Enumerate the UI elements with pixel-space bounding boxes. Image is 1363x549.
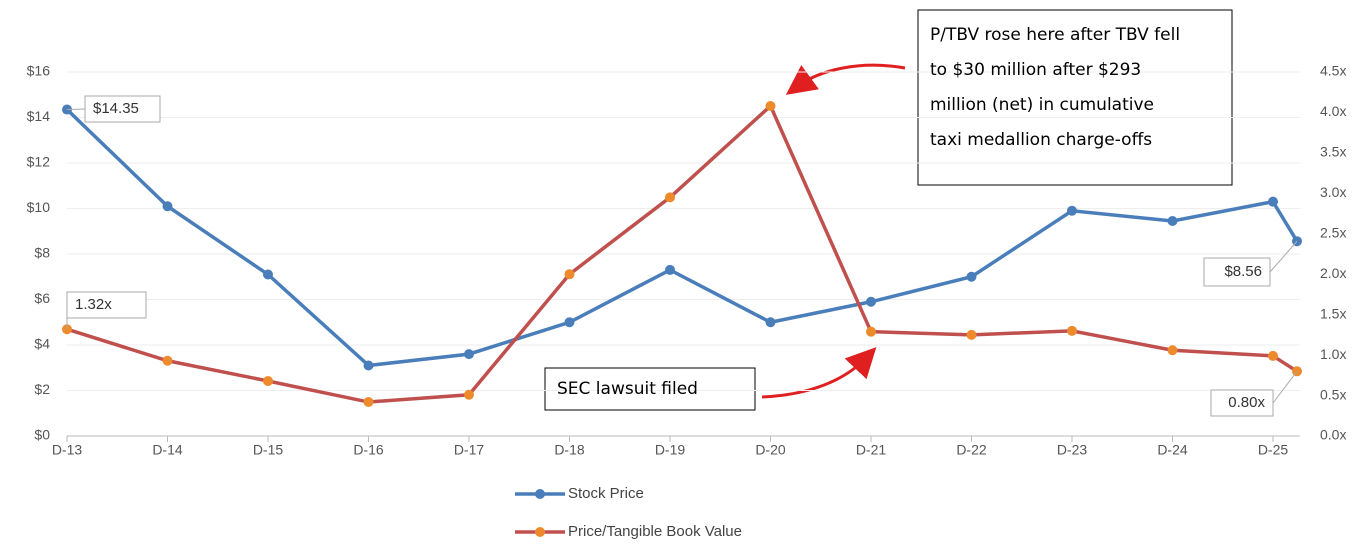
annotation-text: to $30 million after $293 <box>930 60 1141 80</box>
annotation-arrow <box>785 63 906 95</box>
value-label: 1.32x <box>75 296 112 313</box>
y2-tick-label: 0.0x <box>1320 427 1346 443</box>
y-tick-label: $6 <box>34 290 50 306</box>
y-tick-label: $14 <box>27 108 51 124</box>
x-tick-label: D-18 <box>554 442 585 458</box>
y-tick-label: $2 <box>34 381 50 397</box>
x-tick-label: D-21 <box>856 442 887 458</box>
y2-tick-label: 4.0x <box>1320 103 1346 119</box>
point <box>162 201 173 212</box>
point <box>564 269 575 280</box>
annotation-box <box>917 9 1233 186</box>
point <box>1167 216 1178 227</box>
annotation-text: SEC lawsuit filed <box>557 379 698 399</box>
legend-marker <box>535 527 545 537</box>
x-tick-label: D-23 <box>1057 442 1088 458</box>
point <box>263 375 273 386</box>
y2-tick-label: 0.5x <box>1320 386 1346 402</box>
x-tick-label: D-22 <box>956 442 987 458</box>
legend-label: Stock Price <box>568 485 644 502</box>
value-label-box <box>1203 257 1271 287</box>
point <box>966 271 977 282</box>
y2-tick-label: 2.0x <box>1320 265 1346 281</box>
point <box>564 317 575 328</box>
point <box>1268 196 1278 207</box>
point <box>464 389 474 400</box>
value-label-box <box>84 95 161 123</box>
y-tick-label: $8 <box>34 245 50 261</box>
point <box>363 397 374 408</box>
x-tick-label: D-19 <box>655 442 686 458</box>
point <box>1268 350 1278 361</box>
y-tick-label: $0 <box>34 427 50 443</box>
point <box>263 269 273 280</box>
point <box>866 296 876 307</box>
annotation-text: million (net) in cumulative <box>930 95 1154 115</box>
y-tick-label: $12 <box>27 154 51 170</box>
point <box>162 355 173 366</box>
point <box>1067 205 1077 216</box>
point <box>765 317 776 328</box>
x-tick-label: D-20 <box>755 442 786 458</box>
value-label-leader <box>66 108 86 111</box>
y2-tick-label: 1.5x <box>1320 305 1346 321</box>
value-label-box <box>66 291 147 319</box>
point <box>866 326 876 337</box>
series-line <box>66 103 1298 404</box>
legend-marker <box>535 489 545 499</box>
y2-tick-label: 4.5x <box>1320 63 1346 79</box>
y-tick-label: $16 <box>27 63 51 79</box>
value-label: 0.80x <box>1228 394 1265 411</box>
x-tick-label: D-25 <box>1258 442 1289 458</box>
x-tick-label: D-17 <box>454 442 485 458</box>
point <box>765 100 776 111</box>
point <box>363 360 374 371</box>
value-label: $14.35 <box>93 100 139 117</box>
point <box>665 264 675 275</box>
point <box>665 192 675 203</box>
annotation-text: taxi medallion charge-offs <box>930 130 1152 150</box>
series-line <box>65 108 1299 368</box>
legend-label: Price/Tangible Book Value <box>568 523 742 540</box>
x-tick-label: D-14 <box>152 442 183 458</box>
y-tick-label: $10 <box>27 199 51 215</box>
point <box>1067 325 1077 336</box>
x-tick-label: D-16 <box>353 442 384 458</box>
x-tick-label: D-24 <box>1157 442 1188 458</box>
x-tick-label: D-13 <box>52 442 83 458</box>
y2-tick-label: 3.5x <box>1320 144 1346 160</box>
annotation-text: P/TBV rose here after TBV fell <box>930 25 1180 45</box>
y-tick-label: $4 <box>34 336 50 352</box>
y2-tick-label: 3.0x <box>1320 184 1346 200</box>
value-label: $8.56 <box>1224 263 1262 280</box>
value-label-leader <box>1269 240 1298 273</box>
point <box>464 349 474 360</box>
annotation-box <box>544 367 756 411</box>
x-tick-label: D-15 <box>253 442 284 458</box>
value-label-box <box>1210 389 1274 417</box>
y2-tick-label: 2.5x <box>1320 224 1346 240</box>
point <box>966 329 977 340</box>
annotation-arrow <box>761 347 877 399</box>
value-label-leader <box>1272 370 1298 404</box>
point <box>1167 345 1178 356</box>
y2-tick-label: 1.0x <box>1320 346 1346 362</box>
